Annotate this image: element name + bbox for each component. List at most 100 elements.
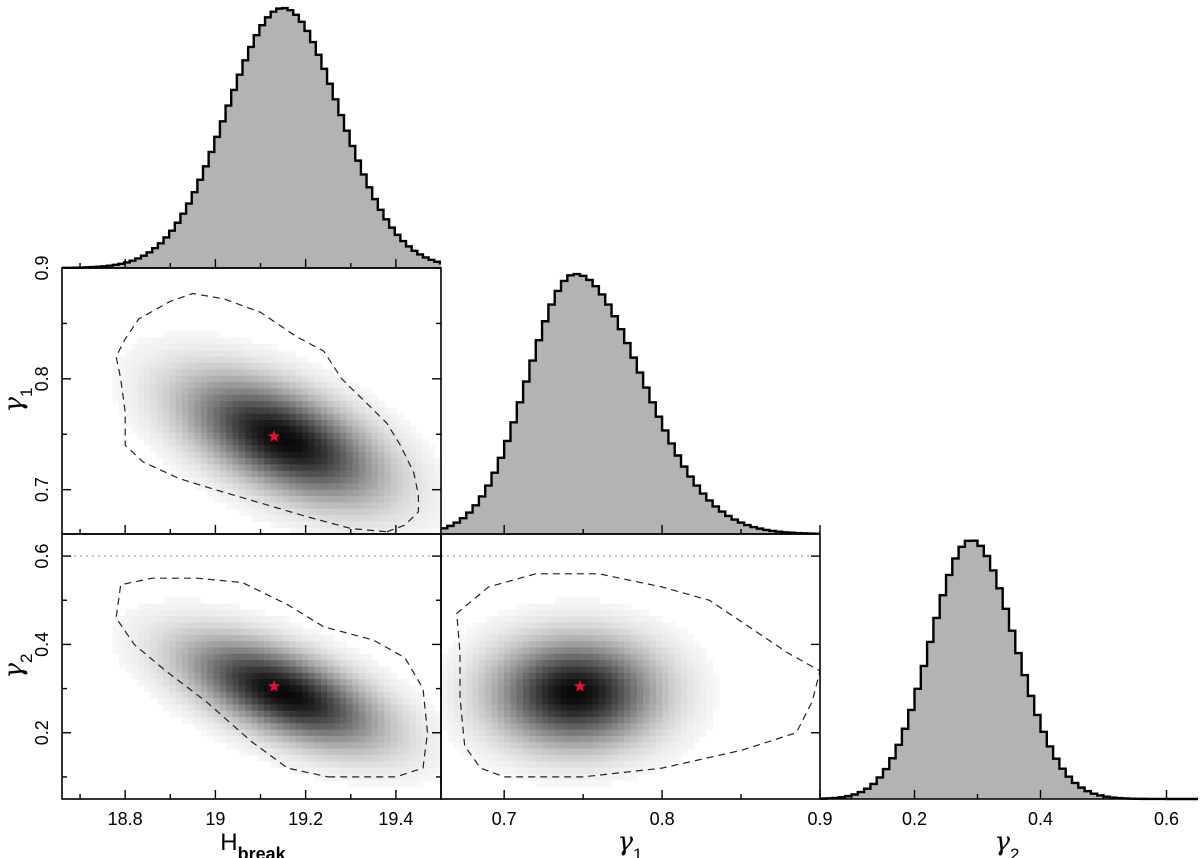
density-cell <box>409 451 417 459</box>
density-cell <box>270 350 278 358</box>
density-cell <box>567 729 575 737</box>
density-cell <box>579 653 587 661</box>
density-cell <box>276 647 284 655</box>
density-cell <box>150 616 158 623</box>
density-cell <box>314 754 322 762</box>
density-cell <box>333 508 341 516</box>
density-cell <box>358 729 366 737</box>
density-cell <box>504 691 512 699</box>
density-cell <box>447 735 455 743</box>
density-cell <box>213 634 221 642</box>
density-cell <box>131 609 139 617</box>
density-cell <box>352 698 360 705</box>
density-cell <box>257 451 265 459</box>
density-cell <box>504 748 512 756</box>
density-cell <box>674 698 682 705</box>
density-cell <box>163 609 170 617</box>
density-cell <box>333 685 341 693</box>
density-cell <box>516 729 524 737</box>
density-cell <box>535 685 543 693</box>
density-cell <box>409 483 417 491</box>
density-cell <box>320 470 328 478</box>
density-cell <box>219 344 227 351</box>
density-cell <box>523 641 531 649</box>
density-cell <box>327 527 335 535</box>
density-cell <box>561 710 568 718</box>
density-cell <box>573 672 581 680</box>
density-cell <box>270 470 278 478</box>
density-cell <box>200 672 208 680</box>
density-cell <box>529 603 537 611</box>
density-cell <box>624 742 632 750</box>
density-cell <box>245 470 253 478</box>
density-cell <box>605 691 613 699</box>
density-cell <box>592 622 600 630</box>
density-cell <box>289 754 297 762</box>
axis-title-symbol: γ <box>0 663 29 679</box>
density-cell <box>333 742 341 750</box>
density-cell <box>200 464 208 472</box>
density-cell <box>561 729 568 737</box>
density-cell <box>542 780 549 787</box>
density-cell <box>245 489 253 497</box>
density-cell <box>523 748 531 756</box>
density-cell <box>314 420 322 427</box>
density-cell <box>182 672 189 680</box>
density-cell <box>320 375 328 383</box>
density-cell <box>175 337 183 345</box>
density-cell <box>371 710 379 718</box>
density-cell <box>257 445 265 453</box>
density-cell <box>188 382 196 389</box>
density-cell <box>485 761 493 769</box>
density-cell <box>662 685 669 693</box>
density-cell <box>238 634 246 642</box>
density-cell <box>548 761 556 769</box>
density-cell <box>308 382 316 389</box>
density-cell <box>403 426 411 434</box>
density-cell <box>226 735 234 743</box>
density-cell <box>706 672 714 680</box>
density-cell <box>396 767 404 775</box>
density-cell <box>207 356 215 364</box>
density-cell <box>289 647 297 655</box>
density-cell <box>384 780 392 787</box>
density-cell <box>182 634 189 642</box>
x-tick-label: 0.8 <box>650 809 675 829</box>
density-cell <box>219 660 227 668</box>
density-cell <box>352 420 360 427</box>
density-cell <box>358 735 366 743</box>
density-cell <box>554 767 562 775</box>
density-cell <box>617 616 625 623</box>
density-cell <box>422 761 429 769</box>
density-cell <box>156 388 164 396</box>
density-cell <box>163 666 170 674</box>
density-cell <box>270 666 278 674</box>
x-tick-label: 19 <box>205 809 225 829</box>
density-cell <box>213 432 221 440</box>
density-cell <box>232 337 240 345</box>
density-cell <box>630 716 638 724</box>
density-cell <box>308 464 316 472</box>
density-cell <box>693 691 701 699</box>
density-cell <box>358 710 366 718</box>
density-cell <box>403 439 411 446</box>
density-cell <box>226 704 234 712</box>
density-cell <box>207 666 215 674</box>
density-cell <box>346 780 354 787</box>
density-cell <box>238 660 246 668</box>
density-cell <box>497 754 505 762</box>
density-cell <box>264 451 272 459</box>
density-cell <box>611 773 619 781</box>
density-cell <box>131 653 139 661</box>
density-cell <box>384 723 392 731</box>
density-cell <box>194 432 202 440</box>
density-cell <box>681 691 688 699</box>
density-cell <box>245 641 253 649</box>
density-cell <box>238 382 246 389</box>
density-cell <box>529 767 537 775</box>
density-cell <box>655 761 663 769</box>
density-cell <box>485 710 493 718</box>
density-cell <box>333 698 341 705</box>
density-cell <box>403 729 411 737</box>
density-cell <box>529 679 537 687</box>
